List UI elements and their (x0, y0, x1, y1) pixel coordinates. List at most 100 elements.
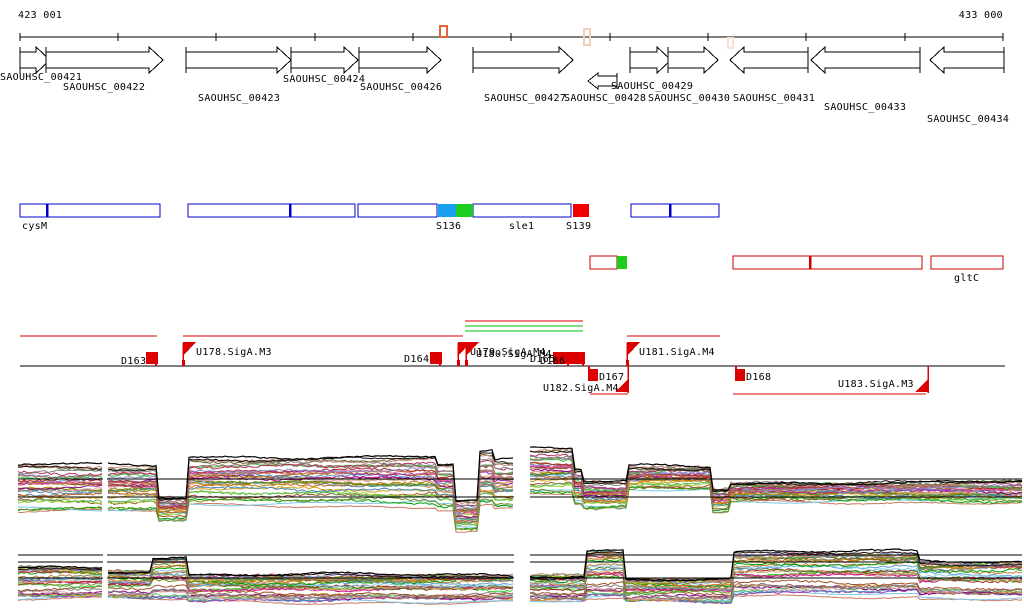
terminator-box (570, 352, 585, 364)
gene-track: SAOUHSC_00421SAOUHSC_00422SAOUHSC_00423S… (0, 45, 1009, 125)
promoter-base (182, 360, 185, 366)
gene-label: SAOUHSC_00422 (63, 82, 145, 93)
gene-arrow-shape (729, 45, 809, 75)
operon-label: gltC (954, 273, 979, 284)
promoter-label: U181.SigA.M4 (639, 347, 715, 358)
operon-box[interactable]: sle1 (472, 203, 572, 232)
gene-arrow-shape (358, 45, 442, 75)
feature-block-rect (573, 204, 589, 217)
feature-block[interactable] (617, 256, 627, 269)
gene-arrow-SAOUHSC_00431[interactable]: SAOUHSC_00431 (729, 45, 815, 104)
terminator-flag-D164[interactable]: D164 (404, 352, 442, 366)
promoter-base (465, 360, 468, 366)
promoter-label: U178.SigA.M3 (196, 347, 272, 358)
feature-block-label: S139 (566, 221, 591, 232)
promoter-pennant (183, 342, 196, 356)
expression-series (17, 585, 1023, 603)
gene-arrow-shape (587, 71, 618, 91)
gene-arrow-SAOUHSC_00428[interactable]: SAOUHSC_00428 (564, 71, 646, 104)
promoter-flag-U178.SigA.M3[interactable]: U178.SigA.M3 (182, 342, 272, 366)
gene-arrow-SAOUHSC_00434[interactable]: SAOUHSC_00434 (927, 45, 1009, 125)
gene-arrow-SAOUHSC_00426[interactable]: SAOUHSC_00426 (358, 45, 442, 93)
gene-label: SAOUHSC_00426 (360, 82, 442, 93)
feature-block[interactable]: S139 (566, 204, 591, 232)
expression-panel-forward-strand-expression (17, 446, 1023, 533)
feature-block-label: S136 (436, 221, 461, 232)
promoter-base (626, 360, 629, 366)
operon-box-rect (357, 203, 438, 218)
operon-box[interactable] (630, 203, 720, 218)
operon-box-rect (472, 203, 572, 218)
promoter-pennant (915, 379, 928, 392)
gene-arrow-SAOUHSC_00430[interactable]: SAOUHSC_00430 (648, 45, 730, 104)
expression-panel-reverse-strand-expression (17, 548, 1023, 605)
operon-track-plus: cysM sle1 S136 S139 (19, 203, 720, 232)
promoter-flag-U182.SigA.M4[interactable]: U182.SigA.M4 (543, 366, 629, 394)
operon-box-rect (187, 203, 356, 218)
promoter-label: U179.SigA.M4 (470, 347, 546, 358)
gene-arrow-shape (929, 45, 1005, 75)
feature-block[interactable] (456, 204, 473, 217)
operon-box[interactable]: gltC (930, 255, 1004, 284)
gene-label: SAOUHSC_00427 (484, 93, 566, 104)
terminator-box (146, 352, 158, 364)
gene-label: SAOUHSC_00433 (824, 102, 906, 113)
gene-arrow-SAOUHSC_00422[interactable]: SAOUHSC_00422 (45, 45, 164, 93)
gene-label: SAOUHSC_00431 (733, 93, 815, 104)
terminator-label: D164 (404, 354, 429, 365)
operon-box[interactable] (357, 203, 438, 218)
operon-box[interactable] (732, 255, 923, 270)
terminator-flag-D163[interactable]: D163 (121, 352, 158, 367)
promoter-pennant (466, 342, 479, 356)
terminator-flag-D167[interactable]: D167 (588, 366, 624, 383)
operon-box[interactable] (187, 203, 356, 218)
gene-label: SAOUHSC_00423 (198, 93, 280, 104)
gene-arrow-shape (45, 45, 164, 75)
gene-label: SAOUHSC_00428 (564, 93, 646, 104)
gene-arrow-SAOUHSC_00421[interactable]: SAOUHSC_00421 (0, 45, 82, 83)
ruler-end-label: 433 000 (959, 10, 1003, 21)
ruler: 423 001 433 000 (18, 10, 1004, 49)
gene-arrow-shape (472, 45, 574, 75)
gene-arrow-SAOUHSC_00433[interactable]: SAOUHSC_00433 (810, 45, 921, 113)
operon-box[interactable]: cysM (19, 203, 161, 232)
promoter-pennant (627, 342, 640, 356)
gene-label: SAOUHSC_00429 (611, 81, 693, 92)
gene-label: SAOUHSC_00424 (283, 74, 365, 85)
gene-label: SAOUHSC_00430 (648, 93, 730, 104)
gene-arrow-shape (290, 45, 359, 75)
terminator-box (735, 369, 745, 381)
gene-arrow-SAOUHSC_00423[interactable]: SAOUHSC_00423 (185, 45, 292, 104)
feature-block[interactable]: S136 (436, 204, 461, 232)
promoter-base (457, 360, 460, 366)
expression-series (17, 461, 1023, 513)
terminator-flag-D165[interactable]: D165 (530, 352, 570, 366)
promoter-label: U183.SigA.M3 (838, 379, 914, 390)
promoter-flag-U181.SigA.M4[interactable]: U181.SigA.M4 (626, 342, 715, 366)
promoter-flag-U180.SigA.M4[interactable]: U180.SigA.M4 (465, 342, 552, 366)
feature-block-rect (438, 204, 456, 217)
terminator-label: D163 (121, 356, 146, 367)
terminator-label: D166 (540, 356, 565, 367)
feature-block-rect (617, 256, 627, 269)
operon-box-rect (589, 255, 618, 270)
ruler-marker (583, 28, 591, 46)
terminator-flag-D168[interactable]: D168 (735, 366, 771, 383)
gene-arrow-SAOUHSC_00424[interactable]: SAOUHSC_00424 (283, 45, 365, 85)
expression-series (17, 446, 1023, 503)
promoter-label: U182.SigA.M4 (543, 383, 619, 394)
expression-series (17, 551, 1023, 582)
operon-box[interactable] (589, 255, 618, 270)
terminator-flag-D166[interactable]: D166 (540, 352, 585, 367)
feature-block-rect (456, 204, 473, 217)
promoter-pennant (615, 379, 628, 392)
promoter-flag-U183.SigA.M3[interactable]: U183.SigA.M3 (838, 366, 929, 393)
expression-series (17, 579, 1023, 598)
gene-arrow-SAOUHSC_00429[interactable]: SAOUHSC_00429 (611, 45, 693, 92)
gene-arrow-SAOUHSC_00427[interactable]: SAOUHSC_00427 (472, 45, 574, 104)
terminator-label: D165 (530, 354, 555, 365)
ruler-start-label: 423 001 (18, 10, 62, 21)
